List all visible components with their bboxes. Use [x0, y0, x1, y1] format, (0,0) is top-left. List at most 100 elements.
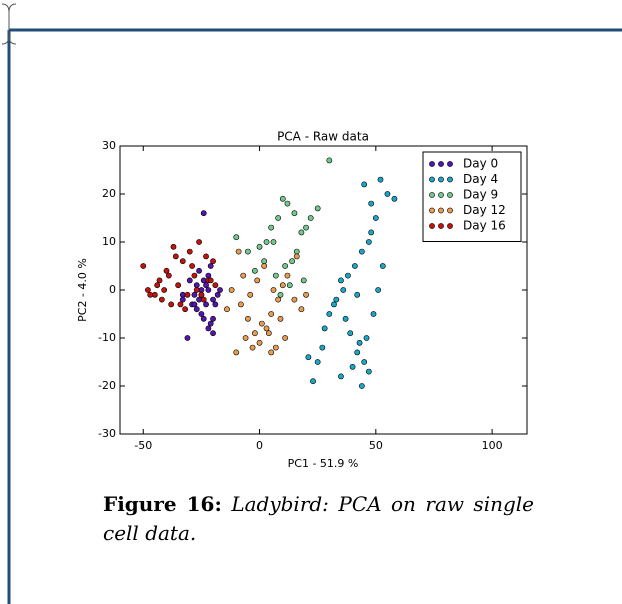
point: [333, 296, 340, 303]
point: [228, 287, 235, 293]
point: [179, 258, 186, 265]
point: [189, 263, 195, 269]
point: [205, 272, 212, 279]
legend-marker: [438, 176, 444, 183]
point: [349, 363, 356, 370]
point: [342, 315, 349, 322]
point: [368, 200, 375, 207]
point: [140, 263, 147, 269]
point: [263, 325, 270, 332]
point: [365, 368, 372, 375]
y-tick-label: -30: [98, 427, 116, 440]
y-tick-label: 0: [109, 283, 116, 296]
y-tick-label: 30: [102, 139, 116, 152]
y-tick-label: -10: [98, 331, 116, 344]
point: [198, 311, 205, 317]
legend-label: Day 0: [463, 157, 498, 171]
series: [224, 248, 309, 356]
point: [370, 311, 377, 317]
point: [251, 330, 258, 337]
caption-text: Ladybird: PCA on raw single cell data.: [103, 492, 535, 545]
point: [212, 301, 219, 308]
point: [291, 210, 298, 217]
point: [358, 383, 365, 389]
point: [191, 272, 198, 279]
x-tick-label: 0: [256, 439, 263, 452]
point: [256, 243, 263, 250]
point: [184, 291, 191, 298]
series: [305, 176, 398, 389]
point: [284, 272, 291, 279]
point: [233, 349, 240, 356]
point: [319, 344, 326, 351]
point: [345, 272, 351, 279]
point: [161, 287, 168, 293]
point: [347, 330, 354, 337]
legend-marker: [447, 207, 453, 214]
legend-marker: [438, 207, 444, 214]
point: [182, 306, 189, 313]
point: [354, 291, 361, 298]
x-tick-label: 50: [369, 439, 383, 452]
legend-marker: [438, 161, 444, 167]
point: [214, 291, 221, 298]
point: [168, 301, 175, 308]
point: [200, 315, 207, 322]
point: [156, 277, 163, 284]
point: [298, 229, 305, 236]
point: [245, 248, 251, 255]
point: [196, 267, 202, 274]
point: [147, 291, 154, 298]
point: [145, 287, 151, 293]
point: [186, 248, 193, 255]
point: [175, 282, 182, 289]
chart: PCA - Raw data PC1 - 51.9 % PC2 - 4.0 % …: [76, 130, 528, 470]
point: [245, 315, 251, 322]
point: [356, 339, 363, 346]
point: [321, 325, 328, 332]
point: [238, 301, 244, 308]
point: [210, 296, 216, 303]
y-tick-label: 10: [102, 235, 116, 248]
point: [391, 195, 398, 202]
point: [263, 239, 270, 245]
point: [338, 373, 344, 380]
legend-marker: [447, 223, 453, 229]
point: [254, 277, 261, 284]
point: [210, 330, 216, 337]
point: [368, 229, 375, 236]
legend-marker: [438, 192, 444, 198]
point: [203, 301, 209, 308]
point: [363, 335, 370, 341]
point: [351, 263, 358, 269]
legend-label: Day 12: [463, 203, 506, 217]
point: [177, 301, 184, 308]
point: [354, 349, 361, 356]
point: [279, 195, 286, 202]
point: [270, 287, 277, 293]
point: [186, 277, 193, 284]
point: [282, 263, 289, 269]
caption: Figure 16: Ladybird: PCA on raw single c…: [103, 490, 534, 548]
point: [193, 306, 200, 313]
chart-title: PCA - Raw data: [277, 130, 369, 144]
point: [247, 291, 254, 298]
point: [193, 282, 200, 289]
legend-marker: [447, 161, 453, 167]
point: [310, 378, 316, 385]
legend-marker: [429, 176, 435, 183]
point: [261, 258, 268, 265]
point: [268, 311, 275, 317]
legend-marker: [438, 223, 444, 229]
point: [303, 291, 309, 298]
point: [275, 215, 282, 221]
point: [303, 224, 309, 231]
point: [191, 291, 198, 298]
point: [207, 277, 214, 284]
point: [172, 253, 179, 260]
point: [210, 315, 216, 322]
point: [277, 291, 284, 298]
point: [233, 234, 240, 241]
point: [270, 239, 277, 245]
